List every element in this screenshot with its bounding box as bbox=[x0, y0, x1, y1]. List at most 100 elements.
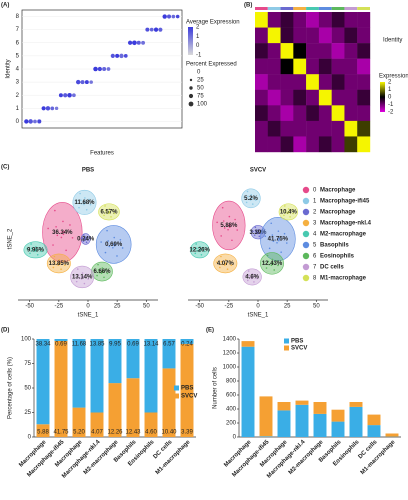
cell-point bbox=[228, 215, 231, 218]
cell-point bbox=[79, 192, 81, 195]
bar-segment bbox=[180, 339, 194, 344]
cell-point bbox=[64, 264, 66, 266]
cell-point bbox=[229, 260, 231, 262]
value-label: 6.57 bbox=[163, 342, 175, 348]
heat-cell bbox=[255, 74, 268, 90]
cell-point bbox=[253, 234, 256, 236]
heat-cell bbox=[357, 27, 371, 44]
legend-label: Macrophage-ifi45 bbox=[320, 199, 370, 205]
scale-title: Expression bbox=[379, 74, 408, 80]
cell-point bbox=[82, 275, 85, 278]
heat-cell bbox=[293, 89, 307, 106]
cell-point bbox=[271, 234, 274, 236]
bar-segment bbox=[385, 433, 399, 437]
cell-point bbox=[249, 199, 252, 201]
value-label: 5.88 bbox=[37, 430, 49, 436]
cell-point bbox=[226, 268, 229, 270]
heat-cell bbox=[318, 43, 332, 59]
cell-point bbox=[31, 247, 33, 250]
heat-cell bbox=[331, 27, 345, 44]
scale-tick-label: 2 bbox=[388, 80, 392, 86]
cell-point bbox=[287, 212, 289, 215]
cell-point bbox=[195, 247, 198, 250]
cell-point bbox=[270, 264, 273, 267]
cell-point bbox=[227, 228, 229, 231]
cell-point bbox=[73, 274, 75, 277]
legend-swatch bbox=[302, 197, 310, 205]
heat-cell bbox=[318, 89, 332, 106]
legend-id: 2 bbox=[313, 210, 317, 216]
cluster-label: 4.07% bbox=[217, 261, 235, 267]
cell-point bbox=[96, 274, 98, 277]
cell-point bbox=[229, 224, 232, 226]
heat-cell bbox=[318, 58, 332, 75]
cell-point bbox=[262, 261, 265, 263]
heat-cell bbox=[280, 74, 294, 90]
cell-point bbox=[195, 243, 197, 245]
dot bbox=[136, 40, 141, 45]
cell-point bbox=[112, 246, 114, 249]
cell-point bbox=[100, 241, 102, 243]
value-label: 0.69 bbox=[127, 342, 139, 348]
color-bar bbox=[188, 27, 193, 55]
x-tick-label: -25 bbox=[224, 304, 233, 310]
identity-bar bbox=[280, 7, 294, 10]
bar-segment bbox=[277, 410, 291, 437]
cell-point bbox=[276, 242, 278, 244]
cell-point bbox=[223, 227, 226, 229]
legend-label: M1-macrophage bbox=[320, 276, 367, 282]
cell-point bbox=[221, 263, 224, 266]
heat-cell bbox=[293, 120, 307, 137]
x-tick-label: 50 bbox=[143, 304, 150, 310]
bar-segment bbox=[90, 412, 104, 437]
heat-cell bbox=[344, 136, 358, 153]
cell-point bbox=[109, 210, 111, 213]
dot bbox=[24, 119, 29, 124]
cluster-label: 12.26% bbox=[189, 247, 210, 253]
cell-point bbox=[223, 264, 226, 266]
heat-cell bbox=[318, 136, 332, 153]
identity-bar bbox=[267, 7, 281, 10]
heat-cell bbox=[357, 43, 371, 59]
identity-bar bbox=[318, 7, 332, 10]
heat-cell bbox=[267, 89, 281, 106]
cell-point bbox=[83, 203, 85, 206]
cell-point bbox=[71, 237, 74, 239]
legend-id: 6 bbox=[313, 254, 317, 260]
cell-point bbox=[87, 239, 89, 241]
cell-point bbox=[84, 197, 86, 199]
cell-point bbox=[60, 236, 63, 239]
cell-point bbox=[103, 214, 105, 217]
cell-point bbox=[231, 239, 233, 242]
value-label: 12.43 bbox=[125, 430, 141, 436]
y-axis-label: Identity bbox=[6, 59, 12, 78]
heat-cell bbox=[357, 136, 371, 153]
cell-point bbox=[200, 253, 203, 256]
heat-cell bbox=[280, 27, 294, 44]
cell-point bbox=[31, 249, 34, 252]
value-label: 10.40 bbox=[161, 430, 177, 436]
bar-segment bbox=[241, 346, 255, 437]
cell-point bbox=[278, 237, 281, 240]
heat-cell bbox=[357, 12, 371, 28]
heat-cell bbox=[306, 89, 320, 106]
dot bbox=[175, 14, 180, 19]
dot bbox=[58, 93, 63, 98]
cell-point bbox=[194, 252, 197, 255]
y-tick-label: 800 bbox=[226, 379, 237, 385]
cell-point bbox=[288, 210, 290, 213]
y-axis-label: tSNE_2 bbox=[8, 228, 14, 249]
value-label: 0.69 bbox=[55, 342, 67, 348]
legend-swatch bbox=[284, 338, 289, 344]
heat-cell bbox=[267, 120, 281, 137]
dot bbox=[145, 27, 150, 32]
cell-point bbox=[54, 260, 56, 263]
cell-point bbox=[85, 273, 88, 276]
cluster-label: 4.6% bbox=[245, 275, 259, 281]
dot bbox=[149, 27, 154, 32]
dot bbox=[93, 66, 98, 72]
heat-cell bbox=[267, 43, 281, 59]
x-tick-label: -50 bbox=[195, 304, 204, 310]
legend-id: 8 bbox=[313, 276, 317, 282]
cell-point bbox=[224, 259, 227, 261]
